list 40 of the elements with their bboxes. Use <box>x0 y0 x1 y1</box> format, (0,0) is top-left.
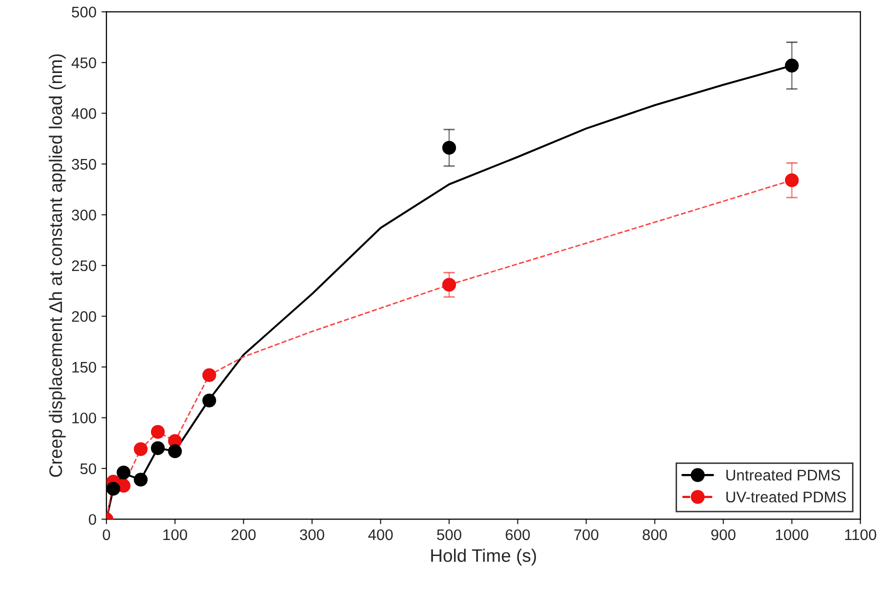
y-tick-label: 500 <box>72 6 96 18</box>
y-tick-label: 400 <box>72 108 96 119</box>
x-tick-label: 1000 <box>776 529 808 540</box>
legend-label: UV-treated PDMS <box>726 491 846 502</box>
point <box>442 278 456 292</box>
point <box>202 368 216 382</box>
point <box>116 466 130 480</box>
point <box>202 394 216 408</box>
y-tick-label: 350 <box>72 158 96 170</box>
y-tick-label: 100 <box>72 412 96 424</box>
point <box>168 444 182 458</box>
x-tick-label: 600 <box>506 529 530 540</box>
x-tick-label: 200 <box>232 529 256 540</box>
x-tick-label: 400 <box>368 529 393 540</box>
y-tick-label: 200 <box>72 311 96 322</box>
point <box>106 482 120 496</box>
point <box>134 442 148 456</box>
x-axis-title: Hold Time (s) <box>431 548 536 566</box>
x-tick-label: 500 <box>437 529 462 540</box>
x-tick-label: 300 <box>300 529 324 540</box>
y-tick-label: 450 <box>72 57 96 68</box>
point <box>150 441 165 456</box>
y-tick-label: 150 <box>72 362 96 373</box>
point <box>442 140 456 155</box>
point <box>150 425 165 439</box>
y-tick-label: 50 <box>80 463 96 474</box>
y-tick-label: 250 <box>72 260 96 272</box>
x-tick-label: 700 <box>574 529 598 540</box>
x-tick-label: 0 <box>102 529 110 540</box>
point <box>784 58 799 72</box>
point <box>134 472 148 487</box>
x-tick-label: 800 <box>642 529 667 540</box>
y-tick-label: 0 <box>88 514 96 525</box>
legend-label: Untreated PDMS <box>726 469 840 481</box>
point <box>784 173 799 188</box>
y-tick-label: 300 <box>72 210 96 220</box>
x-tick-label: 100 <box>163 529 188 540</box>
y-axis-title: Creep displacement Δh at constant applied load (nm) <box>48 54 66 477</box>
x-tick-label: 900 <box>711 529 736 540</box>
x-tick-label: 1100 <box>845 529 876 540</box>
